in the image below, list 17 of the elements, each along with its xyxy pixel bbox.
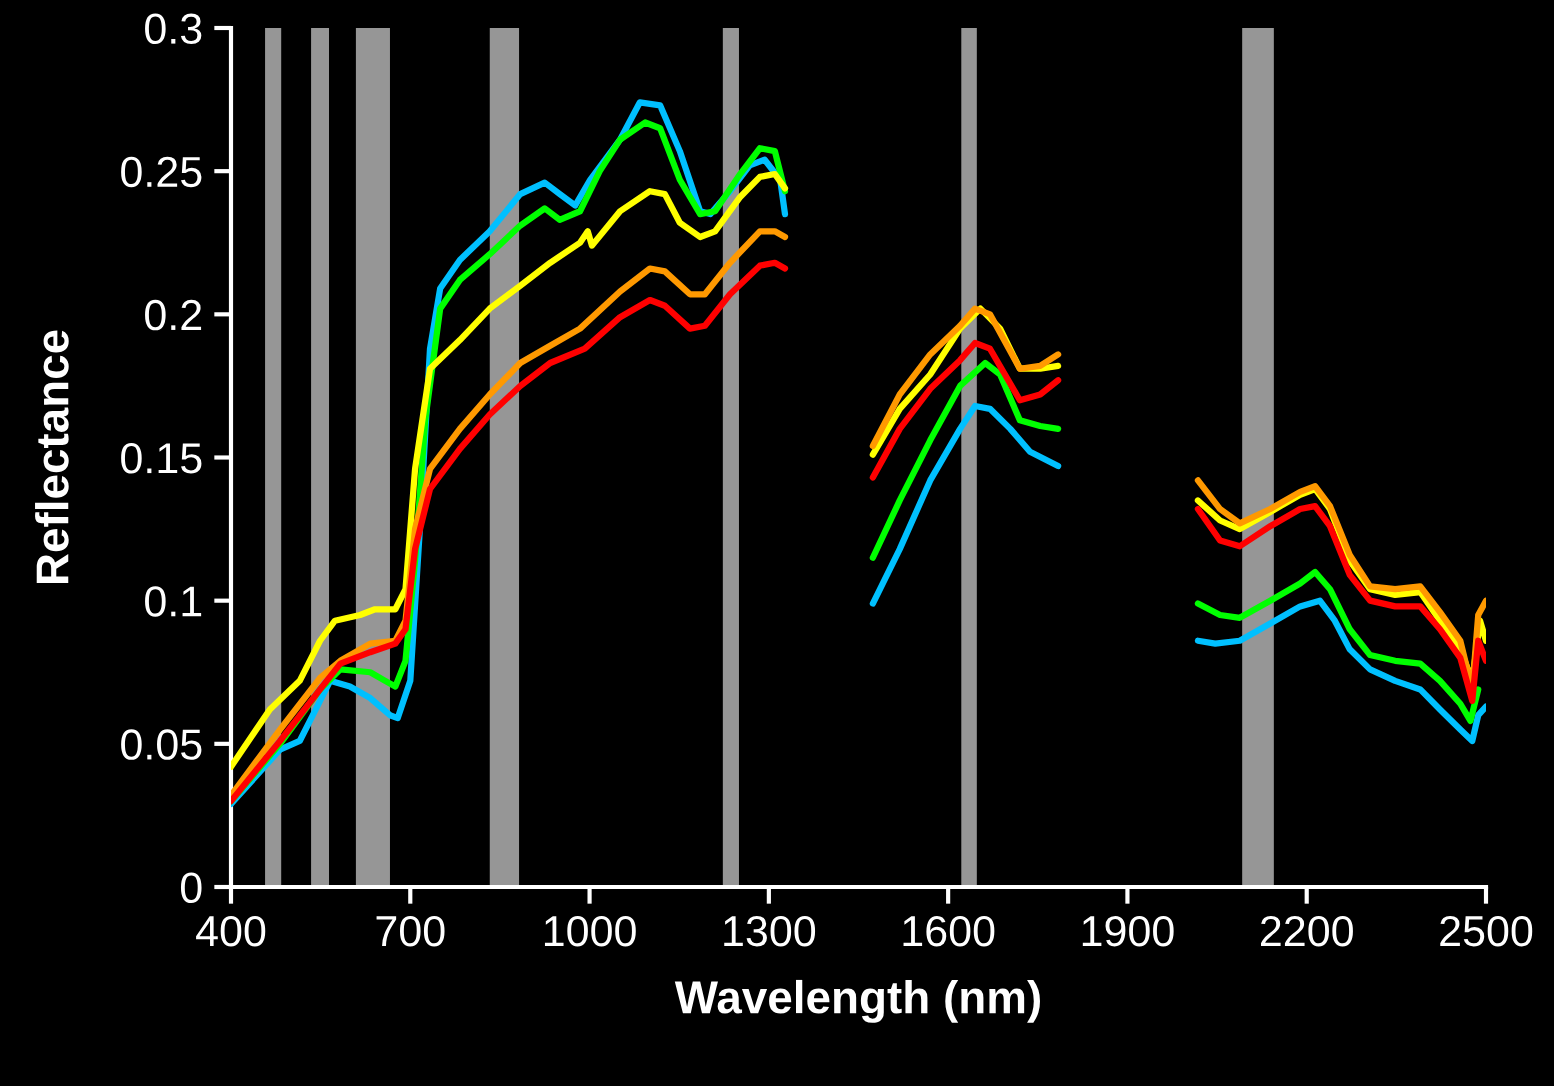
y-tick-label: 0 [180,872,202,904]
y-tick-label: 0.15 [121,443,202,474]
y-tick-label: 0.3 [145,13,202,45]
y-tick-label: 0.2 [145,299,202,331]
x-tick-label: 400 [196,915,266,947]
x-axis-title: Wavelength (nm) [674,979,1040,1023]
y-tick-label: 0.1 [145,586,202,617]
y-tick-label: 0.25 [121,156,202,188]
x-tick-label: 700 [376,915,445,947]
y-axis-title: Reflectance [35,330,69,584]
x-tick-label: 1300 [724,915,816,947]
x-tick-label: 1900 [1082,915,1174,947]
x-tick-label: 2200 [1260,915,1353,947]
x-tick-label: 2500 [1440,915,1533,947]
x-tick-label: 1600 [903,915,995,947]
x-tick-label: 1000 [544,915,636,947]
y-tick-label: 0.05 [121,729,202,760]
